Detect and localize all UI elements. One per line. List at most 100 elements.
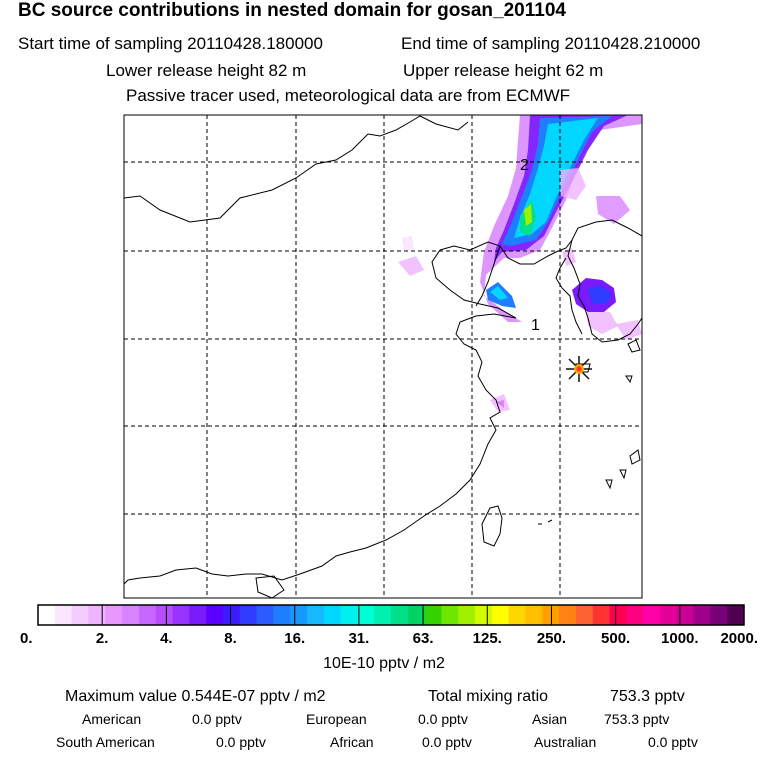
colorbar-swatch (643, 605, 661, 625)
colorbar-swatch (542, 605, 560, 625)
colorbar-swatch (222, 605, 241, 625)
map-frame (123, 114, 643, 599)
chart-title: BC source contributions in nested domain… (18, 0, 566, 21)
colorbar (37, 604, 745, 626)
colorbar-swatch (491, 605, 510, 625)
region-value-american: 0.0 pptv (192, 711, 242, 727)
colorbar-swatch (441, 605, 459, 625)
colorbar-swatch (475, 605, 493, 625)
trajectory-label-2: 2 (520, 157, 529, 174)
colorbar-swatch (391, 605, 409, 625)
island-ryukyu (538, 519, 553, 525)
colorbar-tick-label: 0. (20, 630, 33, 647)
colorbar-swatch (105, 605, 123, 625)
colorbar-swatch (609, 605, 627, 625)
colorbar-swatch (626, 605, 644, 625)
concentration-field (398, 115, 642, 412)
region-name-south-american: South American (56, 734, 155, 750)
colorbar-tick-label: 500. (601, 630, 630, 647)
colorbar-tick-label: 1000. (661, 630, 699, 647)
colorbar-tick-label: 2000. (720, 630, 758, 647)
colorbar-swatch (122, 605, 140, 625)
plume-cyan (514, 118, 598, 238)
colorbar-swatch (290, 605, 308, 625)
plume-purple-rhs2 (596, 196, 630, 224)
colorbar-swatch (340, 605, 358, 625)
region-value-african: 0.0 pptv (422, 734, 472, 750)
colorbar-frame (37, 604, 745, 626)
colorbar-swatch (693, 605, 711, 625)
coast-korea-w (555, 257, 583, 335)
colorbar-tick-label: 8. (224, 630, 237, 647)
region-name-australian: Australian (534, 734, 597, 750)
start-time-label: Start time of sampling 20110428.180000 (18, 34, 323, 53)
colorbar-tick-labels: 0. 2. 4. 8. 16. 31. 63. 125. 250. 500. 1000. 2000. (20, 630, 758, 647)
colorbar-tick-label: 125. (473, 630, 502, 647)
plume-korea-halo (586, 312, 618, 334)
tracer-info-label: Passive tracer used, meteorological data… (126, 86, 571, 105)
colorbar-swatch (323, 605, 341, 625)
colorbar-swatch (374, 605, 392, 625)
region-value-european: 0.0 pptv (418, 711, 468, 727)
region-name-asian: Asian (532, 711, 568, 727)
colorbar-swatch (525, 605, 543, 625)
colorbar-swatch (592, 605, 610, 625)
colorbar-swatch (458, 605, 476, 625)
plume-cyan-2 (490, 286, 508, 300)
colorbar-tick-label: 2. (96, 630, 109, 647)
colorbar-swatch (424, 605, 442, 625)
end-time-label: End time of sampling 20110428.210000 (401, 34, 701, 53)
colorbar-swatch (38, 605, 56, 625)
plume-se (616, 320, 642, 340)
colorbar-tick-label: 31. (348, 630, 369, 647)
colorbar-swatch (256, 605, 274, 625)
island-japan-2 (625, 375, 633, 384)
colorbar-swatch (138, 605, 157, 625)
grid-lines (124, 115, 642, 598)
region-name-european: European (306, 711, 367, 727)
colorbar-swatch (575, 605, 594, 625)
coast-korea (567, 239, 642, 343)
colorbar-unit-label: 10E-10 pptv / m2 (323, 655, 445, 672)
island-japan-3 (629, 449, 641, 465)
trajectory-label-1: 1 (531, 317, 540, 334)
colorbar-swatch (88, 605, 106, 625)
total-mixing-ratio-label: Total mixing ratio (428, 688, 549, 705)
receptor-star-icon (566, 356, 592, 382)
upper-release-label: Upper release height 62 m (403, 61, 604, 80)
colorbar-swatch (155, 605, 173, 625)
island-japan-1 (627, 339, 641, 353)
coastlines (124, 115, 642, 598)
region-name-american: American (82, 711, 142, 727)
colorbar-tick-label: 16. (284, 630, 305, 647)
coast-liaodong (439, 219, 642, 265)
colorbar-swatch (172, 605, 190, 625)
colorbar-swatch (71, 605, 89, 625)
region-value-south-american: 0.0 pptv (216, 734, 266, 750)
colorbar-tick-label: 63. (413, 630, 434, 647)
island-japan-5 (605, 479, 613, 490)
colorbar-tick-label: 250. (537, 630, 566, 647)
colorbar-swatch (508, 605, 526, 625)
colorbar-swatch (659, 605, 678, 625)
colorbar-tick-label: 4. (160, 630, 173, 647)
region-value-asian: 753.3 pptv (604, 711, 670, 727)
plume-w (398, 256, 424, 276)
island-hainan (255, 575, 285, 598)
maximum-value-label: Maximum value 0.544E-07 pptv / m2 (65, 688, 326, 705)
colorbar-swatch (407, 605, 426, 625)
colorbar-swatch (676, 605, 694, 625)
colorbar-swatch (239, 605, 257, 625)
island-taiwan (481, 505, 503, 547)
plume-sh-core (496, 400, 504, 408)
coast-bohai (475, 245, 501, 307)
region-name-african: African (330, 734, 374, 750)
region-value-australian: 0.0 pptv (648, 734, 698, 750)
colorbar-swatch (54, 605, 73, 625)
plume-outer (480, 115, 642, 322)
plume-purple-rhs (560, 168, 586, 200)
plume-w2 (402, 236, 414, 250)
colorbar-swatch (206, 605, 224, 625)
plume-korea-core (588, 286, 612, 304)
